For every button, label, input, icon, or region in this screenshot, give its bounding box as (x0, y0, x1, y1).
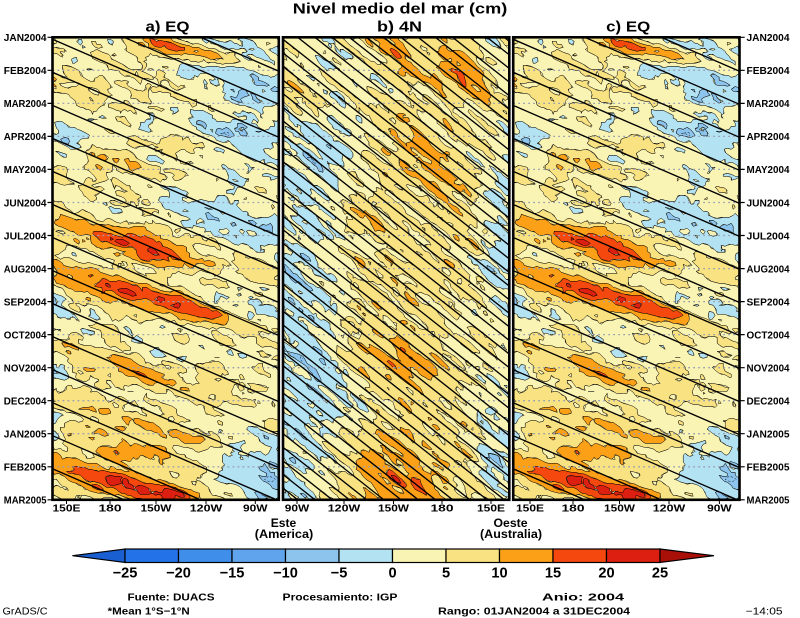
svg-text:180: 180 (562, 503, 585, 515)
svg-text:c) EQ: c) EQ (606, 19, 650, 35)
svg-text:−14:05: −14:05 (746, 607, 784, 618)
svg-text:MAY2004: MAY2004 (4, 165, 47, 176)
svg-text:MAR2004: MAR2004 (747, 99, 790, 110)
svg-text:SEP2004: SEP2004 (4, 297, 47, 308)
svg-text:JUL2004: JUL2004 (747, 231, 790, 242)
svg-text:FEB2005: FEB2005 (4, 463, 47, 474)
svg-text:FEB2004: FEB2004 (747, 66, 790, 77)
svg-text:(America): (America) (255, 529, 314, 541)
svg-text:JUL2004: JUL2004 (4, 231, 47, 242)
svg-text:DEC2004: DEC2004 (747, 397, 790, 408)
svg-text:JAN2005: JAN2005 (747, 430, 790, 441)
svg-text:−20: −20 (166, 566, 191, 582)
svg-text:OCT2004: OCT2004 (4, 330, 47, 341)
svg-text:OCT2004: OCT2004 (747, 330, 790, 341)
svg-text:120W: 120W (328, 503, 361, 515)
svg-text:GrADS/C: GrADS/C (3, 607, 48, 618)
svg-text:JUN2004: JUN2004 (4, 198, 47, 209)
svg-text:25: 25 (652, 566, 668, 582)
svg-text:b) 4N: b) 4N (377, 19, 422, 35)
svg-text:−10: −10 (273, 566, 298, 582)
svg-text:a) EQ: a) EQ (146, 19, 190, 35)
svg-text:Oeste: Oeste (494, 518, 528, 530)
svg-text:*Mean 1°S−1°N: *Mean 1°S−1°N (108, 607, 190, 618)
svg-text:Fuente: DUACS: Fuente: DUACS (128, 593, 215, 604)
svg-text:180: 180 (99, 503, 122, 515)
svg-text:JAN2005: JAN2005 (4, 430, 47, 441)
svg-text:−15: −15 (220, 566, 245, 582)
svg-text:10: 10 (491, 566, 507, 582)
svg-text:150W: 150W (604, 503, 635, 515)
svg-text:MAR2005: MAR2005 (747, 496, 790, 507)
svg-text:Nivel medio del mar (cm): Nivel medio del mar (cm) (293, 1, 508, 17)
svg-text:90W: 90W (285, 503, 310, 515)
svg-text:−5: −5 (331, 566, 348, 582)
svg-text:20: 20 (598, 566, 614, 582)
svg-text:NOV2004: NOV2004 (4, 364, 47, 375)
svg-text:JAN2004: JAN2004 (4, 33, 47, 44)
svg-text:MAR2004: MAR2004 (4, 99, 47, 110)
svg-text:Procesamiento: IGP: Procesamiento: IGP (283, 593, 398, 604)
svg-text:FEB2005: FEB2005 (747, 463, 790, 474)
svg-text:120W: 120W (653, 503, 686, 515)
svg-text:AUG2004: AUG2004 (747, 264, 790, 275)
svg-text:DEC2004: DEC2004 (4, 397, 47, 408)
svg-text:15: 15 (545, 566, 561, 582)
svg-text:5: 5 (442, 566, 450, 582)
svg-text:150E: 150E (477, 503, 505, 515)
svg-text:Anio: 2004: Anio: 2004 (542, 593, 625, 604)
svg-text:180: 180 (431, 503, 454, 515)
svg-text:AUG2004: AUG2004 (4, 264, 47, 275)
svg-text:APR2004: APR2004 (747, 132, 790, 143)
svg-text:Este: Este (271, 518, 297, 530)
svg-text:150W: 150W (141, 503, 172, 515)
svg-text:APR2004: APR2004 (4, 132, 47, 143)
svg-text:90W: 90W (707, 503, 732, 515)
svg-text:MAY2004: MAY2004 (747, 165, 790, 176)
svg-text:(Australia): (Australia) (480, 529, 542, 541)
svg-text:150E: 150E (516, 503, 544, 515)
svg-text:JAN2004: JAN2004 (747, 33, 790, 44)
svg-text:Rango: 01JAN2004 a 31DEC2004: Rango: 01JAN2004 a 31DEC2004 (438, 607, 631, 618)
svg-text:FEB2004: FEB2004 (4, 66, 47, 77)
svg-text:−25: −25 (113, 566, 138, 582)
svg-text:JUN2004: JUN2004 (747, 198, 790, 209)
svg-text:120W: 120W (190, 503, 223, 515)
svg-text:150E: 150E (53, 503, 81, 515)
svg-text:NOV2004: NOV2004 (747, 364, 790, 375)
svg-text:SEP2004: SEP2004 (747, 297, 790, 308)
svg-text:90W: 90W (243, 503, 268, 515)
svg-text:MAR2005: MAR2005 (4, 496, 47, 507)
svg-text:0: 0 (388, 566, 396, 582)
svg-text:150W: 150W (378, 503, 409, 515)
